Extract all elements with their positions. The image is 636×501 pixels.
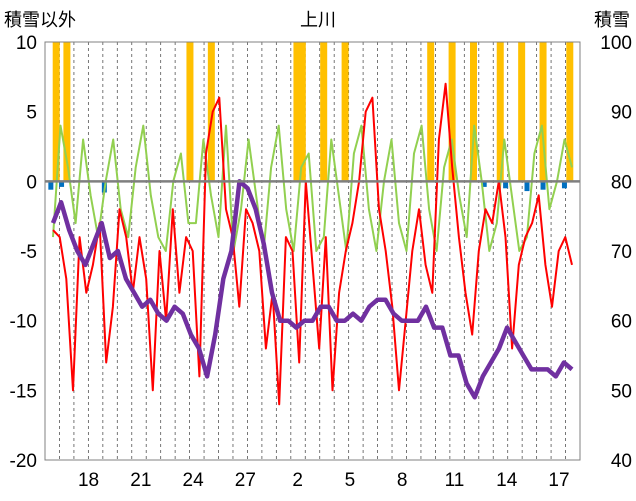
left-tick-label: 0 bbox=[26, 172, 37, 193]
lines bbox=[50, 82, 574, 406]
snow-change-bar bbox=[561, 181, 567, 189]
right-tick-label: 100 bbox=[600, 33, 632, 54]
right-tick-label: 60 bbox=[611, 312, 632, 333]
x-tick-label: 27 bbox=[235, 470, 256, 491]
x-tick-label: 17 bbox=[548, 470, 569, 491]
snowfall-bar bbox=[566, 42, 574, 182]
left-axis-ticks: 10 5 0 -5 -10 -15 -20 bbox=[10, 33, 37, 472]
x-tick-label: 21 bbox=[130, 470, 151, 491]
snowfall-bar bbox=[320, 42, 328, 182]
left-tick-label: -10 bbox=[10, 312, 37, 333]
x-tick-label: 2 bbox=[292, 470, 303, 491]
snowfall-bar bbox=[298, 42, 306, 182]
x-tick-label: 24 bbox=[183, 470, 205, 491]
left-tick-label: -5 bbox=[20, 242, 37, 263]
right-axis-ticks: 100 90 80 70 60 50 40 bbox=[600, 33, 632, 472]
snowfall-bar bbox=[207, 42, 215, 182]
left-tick-label: -15 bbox=[10, 381, 37, 402]
left-tick-label: -20 bbox=[10, 451, 37, 472]
right-tick-label: 50 bbox=[611, 381, 632, 402]
left-tick-label: 5 bbox=[26, 103, 37, 124]
series-line-2 bbox=[50, 179, 574, 400]
snow-change-bar bbox=[48, 181, 54, 190]
snowfall-bar bbox=[186, 42, 194, 182]
chart-title: 上川 bbox=[300, 10, 336, 31]
right-tick-label: 90 bbox=[611, 103, 632, 124]
snow-change-bar bbox=[524, 181, 530, 192]
x-tick-label: 11 bbox=[445, 470, 465, 491]
snowfall-bar bbox=[293, 42, 301, 182]
snowfall-bar bbox=[518, 42, 526, 182]
snowfall-bar bbox=[470, 42, 477, 182]
snow-change-bar bbox=[481, 181, 487, 187]
snowfall-bar bbox=[539, 42, 547, 182]
snowfall-bar bbox=[52, 42, 60, 182]
right-axis-label: 積雪 bbox=[594, 10, 630, 31]
snowfall-bar bbox=[63, 42, 71, 182]
series-line-1 bbox=[52, 124, 573, 252]
right-tick-label: 80 bbox=[611, 172, 632, 193]
left-axis-label: 積雪以外 bbox=[4, 10, 76, 31]
right-tick-label: 40 bbox=[611, 451, 632, 472]
plot-frame bbox=[44, 41, 581, 461]
x-axis-ticks: 18 21 24 27 2 5 8 11 14 17 bbox=[78, 470, 570, 491]
snowfall-bar bbox=[427, 42, 435, 182]
x-tick-label: 18 bbox=[78, 470, 99, 491]
snowfall-bar bbox=[496, 42, 504, 182]
snow-change-bar bbox=[59, 181, 65, 187]
snowfall-bar bbox=[341, 42, 349, 182]
snow-change-bar bbox=[540, 181, 546, 190]
x-tick-label: 5 bbox=[345, 470, 356, 491]
bars bbox=[48, 42, 574, 193]
snow-change-bar bbox=[503, 181, 509, 189]
left-tick-label: 10 bbox=[16, 33, 37, 54]
snowfall-bar bbox=[448, 42, 456, 182]
right-tick-label: 70 bbox=[611, 242, 632, 263]
series-line-0 bbox=[52, 82, 573, 406]
x-tick-label: 8 bbox=[397, 470, 408, 491]
x-tick-label: 14 bbox=[496, 470, 518, 491]
